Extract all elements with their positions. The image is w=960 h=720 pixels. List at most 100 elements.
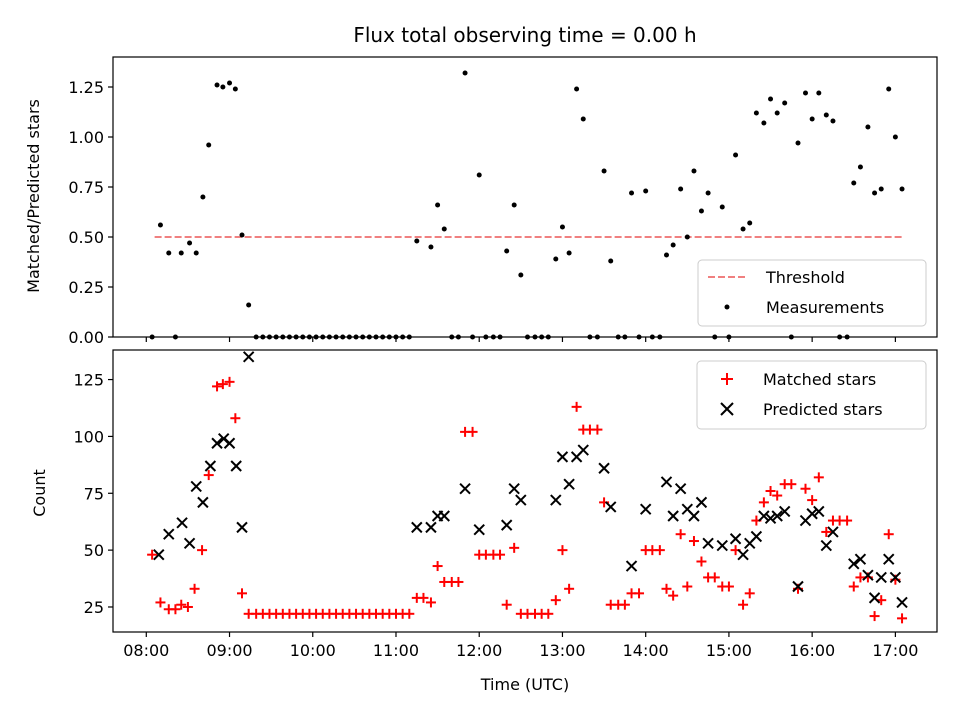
measurement-point bbox=[857, 164, 863, 170]
predicted-point bbox=[625, 560, 638, 572]
measurement-point bbox=[629, 190, 635, 196]
matched-point bbox=[661, 583, 672, 594]
predicted-point bbox=[236, 521, 248, 534]
matched-point bbox=[564, 583, 575, 594]
count-y-tick-label: 125 bbox=[73, 371, 104, 390]
measurement-point bbox=[232, 86, 238, 92]
predicted-point bbox=[792, 580, 804, 593]
measurement-point bbox=[872, 190, 878, 196]
matched-legend-swatch bbox=[721, 373, 733, 385]
matched-point bbox=[147, 549, 158, 560]
predicted-point bbox=[605, 501, 617, 513]
matched-point bbox=[654, 545, 665, 556]
measurement-point bbox=[865, 124, 871, 130]
predicted-point bbox=[764, 512, 777, 524]
matched-point bbox=[634, 588, 645, 599]
matched-point bbox=[404, 608, 415, 619]
matched-point bbox=[772, 490, 783, 501]
count-y-tick-label: 75 bbox=[84, 484, 104, 503]
measurement-point bbox=[740, 226, 746, 232]
measurement-point bbox=[678, 186, 684, 192]
threshold-legend-label: Threshold bbox=[765, 268, 845, 287]
measurement-point bbox=[809, 116, 815, 122]
count-series-0 bbox=[147, 376, 908, 624]
ratio-legend-frame bbox=[697, 259, 927, 327]
measurement-point bbox=[830, 118, 836, 124]
measurement-point bbox=[608, 258, 614, 264]
measurement-point bbox=[178, 250, 184, 256]
measurement-point bbox=[414, 238, 420, 244]
predicted-point bbox=[688, 510, 700, 522]
matched-point bbox=[897, 613, 908, 624]
predicted-point bbox=[848, 558, 860, 570]
count-x-tick-label: 08:00 bbox=[123, 641, 169, 660]
ratio-axes-frame bbox=[112, 56, 938, 338]
measurement-point bbox=[200, 194, 206, 200]
measurement-point bbox=[193, 250, 199, 256]
ratio-y-axis-label: Matched/Predicted stars bbox=[24, 99, 43, 293]
ratio-y-tick-label: 0.00 bbox=[68, 328, 104, 347]
matched-point bbox=[189, 583, 200, 594]
count-x-tick-label: 10:00 bbox=[290, 641, 336, 660]
measurements-legend-swatch bbox=[724, 304, 730, 310]
predicted-point bbox=[750, 530, 763, 543]
measurement-point bbox=[761, 120, 767, 126]
matched-point bbox=[501, 599, 512, 610]
measurement-point bbox=[774, 110, 780, 116]
count-legend: Matched stars Predicted stars bbox=[696, 360, 927, 430]
measurements-legend-label: Measurements bbox=[766, 298, 884, 317]
ratio-y-tick-label: 0.50 bbox=[68, 228, 104, 247]
measurement-point bbox=[691, 168, 697, 174]
measurement-point bbox=[886, 86, 892, 92]
predicted-point bbox=[183, 537, 196, 550]
count-axes-frame bbox=[112, 349, 938, 633]
predicted-point bbox=[862, 569, 874, 581]
matched-point bbox=[807, 495, 818, 506]
matched-point bbox=[592, 424, 603, 435]
predicted-point bbox=[242, 351, 255, 363]
matched-point bbox=[217, 379, 228, 390]
predicted-point bbox=[176, 517, 188, 529]
predicted-point bbox=[425, 521, 437, 534]
predicted-point bbox=[667, 510, 679, 522]
matched-point bbox=[425, 597, 436, 608]
measurement-point bbox=[782, 100, 788, 106]
matched-point bbox=[176, 599, 187, 610]
matched-point bbox=[682, 581, 693, 592]
predicted-point bbox=[473, 523, 485, 536]
measurement-point bbox=[823, 112, 829, 118]
matched-point bbox=[723, 581, 734, 592]
matched-point bbox=[543, 608, 554, 619]
measurement-point bbox=[574, 86, 580, 92]
matched-point bbox=[800, 483, 811, 494]
predicted-point bbox=[695, 496, 708, 509]
count-series-1 bbox=[153, 351, 908, 609]
predicted-legend-label: Predicted stars bbox=[763, 400, 883, 419]
matched-point bbox=[495, 549, 506, 560]
matched-point bbox=[738, 599, 749, 610]
measurement-point bbox=[187, 240, 193, 246]
predicted-point bbox=[771, 510, 783, 522]
predicted-point bbox=[729, 533, 742, 545]
matched-point bbox=[418, 592, 429, 603]
matched-point bbox=[197, 545, 208, 556]
predicted-point bbox=[508, 483, 520, 495]
measurement-point bbox=[747, 220, 753, 226]
count-x-tick-label: 17:00 bbox=[872, 641, 918, 660]
measurement-point bbox=[566, 250, 572, 256]
measurement-point bbox=[601, 168, 607, 174]
predicted-point bbox=[758, 510, 770, 522]
matched-point bbox=[668, 590, 679, 601]
measurement-point bbox=[504, 248, 510, 254]
matched-point bbox=[557, 545, 568, 556]
predicted-point bbox=[550, 494, 562, 506]
predicted-point bbox=[702, 537, 714, 550]
predicted-point bbox=[163, 528, 175, 540]
count-x-tick-label: 11:00 bbox=[373, 641, 419, 660]
predicted-legend-swatch bbox=[720, 402, 734, 416]
measurement-point bbox=[227, 80, 233, 86]
count-x-tick-label: 12:00 bbox=[456, 641, 502, 660]
count-plot: 25 50 75 100 125 08:00 09:00 10:00 11:00 12:00 13:… bbox=[73, 349, 938, 660]
predicted-point bbox=[598, 462, 610, 474]
measurement-point bbox=[441, 226, 447, 232]
